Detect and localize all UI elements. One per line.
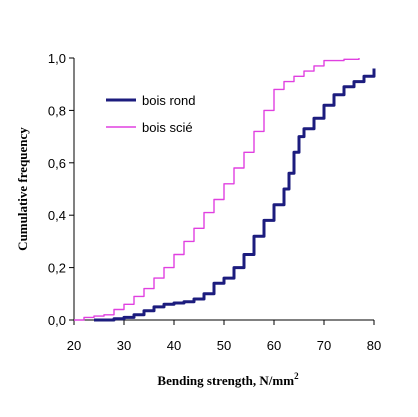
- y-tick-label: 1,0: [48, 51, 66, 66]
- x-tick-label: 80: [367, 338, 381, 353]
- y-axis-ticks: 0,0 0,2 0,4 0,6 0,8 1,0: [48, 51, 74, 328]
- x-tick-label: 70: [317, 338, 331, 353]
- x-axis-ticks: 20 30 40 50 60 70 80: [67, 320, 381, 353]
- x-tick-label: 20: [67, 338, 81, 353]
- y-tick-label: 0,0: [48, 313, 66, 328]
- y-tick-label: 0,2: [48, 261, 66, 276]
- series-line-bois-rond: [94, 68, 376, 322]
- x-tick-label: 50: [217, 338, 231, 353]
- x-axis-title-superscript: 2: [294, 371, 299, 381]
- x-axis-title: Bending strength, N/mm2: [157, 371, 299, 388]
- series-line-bois-scie: [74, 58, 360, 321]
- series-layer: [74, 58, 376, 322]
- y-axis-title: Cumulative frequency: [15, 127, 30, 251]
- y-tick-label: 0,4: [48, 208, 66, 223]
- y-tick-label: 0,8: [48, 103, 66, 118]
- legend-label-bois-scie: bois scié: [142, 120, 193, 135]
- legend-label-bois-rond: bois rond: [142, 93, 195, 108]
- y-tick-label: 0,6: [48, 156, 66, 171]
- x-axis-title-text: Bending strength, N/mm: [157, 373, 294, 388]
- x-tick-label: 40: [167, 338, 181, 353]
- x-tick-label: 30: [117, 338, 131, 353]
- legend: bois rond bois scié: [106, 93, 195, 135]
- x-tick-label: 60: [267, 338, 281, 353]
